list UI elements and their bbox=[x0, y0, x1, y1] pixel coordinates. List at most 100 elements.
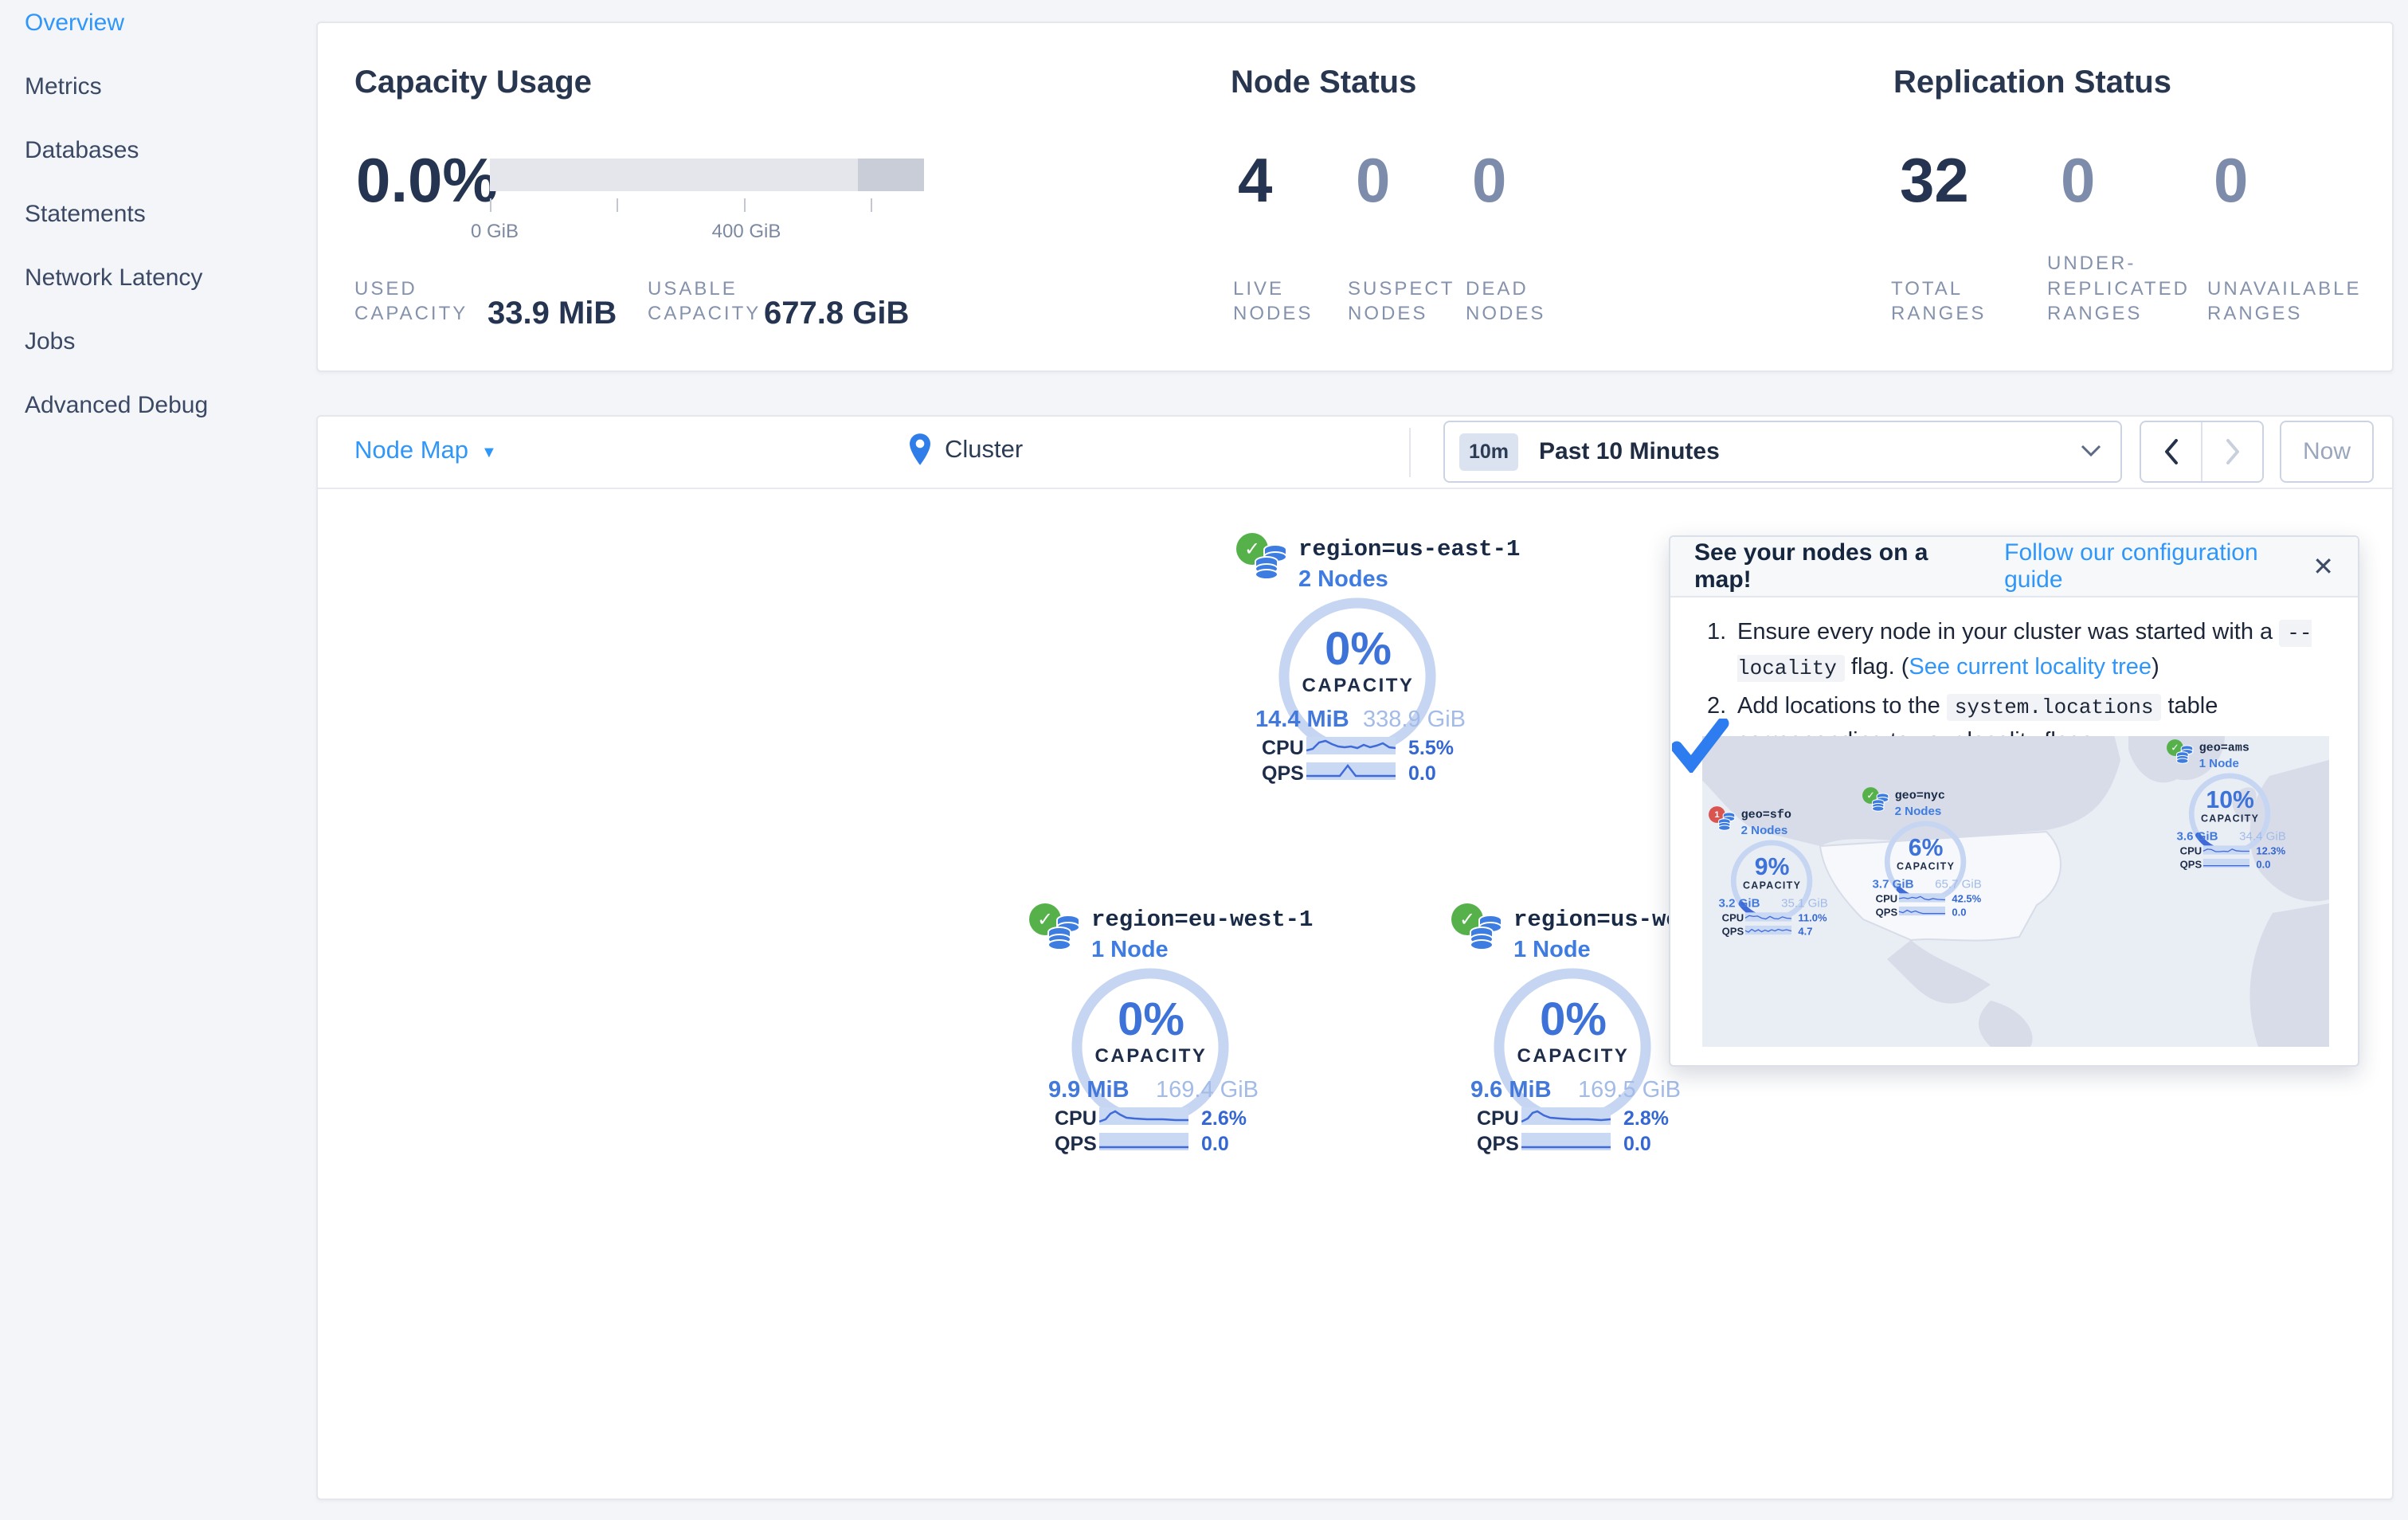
capacity-gauge-arc bbox=[1494, 968, 1651, 1118]
step-number: 1. bbox=[1707, 619, 1727, 644]
time-range-dropdown[interactable]: 10m Past 10 Minutes bbox=[1443, 421, 2122, 483]
locality-nodes-link[interactable]: 1 Node bbox=[1513, 937, 1591, 962]
alert-badge-icon: 1 bbox=[1709, 806, 1728, 825]
cpu-sparkline bbox=[1521, 1107, 1611, 1125]
healthy-check-icon: ✓ bbox=[1862, 787, 1881, 806]
capacity-gauge-label: CAPACITY bbox=[1302, 675, 1415, 696]
popup-body: 1. Ensure every node in your cluster was … bbox=[1670, 597, 2358, 758]
used-capacity: 9.9 MiB bbox=[1048, 1077, 1130, 1103]
qps-sparkline bbox=[1521, 1133, 1611, 1150]
cpu-sparkline bbox=[1099, 1107, 1188, 1125]
view-selector-label: Node Map bbox=[354, 436, 469, 464]
capacity-axis-tick bbox=[744, 198, 746, 212]
healthy-check-icon: ✓ bbox=[2167, 739, 2186, 758]
cpu-value: 11.0% bbox=[1798, 912, 1827, 924]
node-map-toolbar: Node Map ▼ Cluster 10m Past 10 Minutes bbox=[318, 417, 2392, 489]
unavailable-ranges-count: 0 bbox=[2214, 145, 2249, 215]
caret-down-icon: ▼ bbox=[481, 443, 497, 461]
now-button[interactable]: Now bbox=[2280, 421, 2374, 483]
sidebar-item-jobs[interactable]: Jobs bbox=[25, 328, 76, 355]
capacity-bar-reserved-segment bbox=[857, 159, 924, 191]
database-stack-icon bbox=[1717, 812, 1736, 831]
cpu-sparkline bbox=[2202, 845, 2250, 855]
under-replicated-count: 0 bbox=[2061, 145, 2096, 215]
map-pin-icon bbox=[910, 433, 930, 465]
qps-label: QPS bbox=[2179, 858, 2202, 871]
qps-sparkline bbox=[1744, 925, 1792, 935]
live-nodes-count: 4 bbox=[1238, 145, 1273, 215]
capacity-gauge-label: CAPACITY bbox=[1896, 860, 1956, 872]
cpu-label: CPU bbox=[1875, 893, 1898, 905]
close-icon[interactable]: ✕ bbox=[2312, 552, 2334, 581]
cpu-sparkline bbox=[1306, 737, 1396, 754]
locality-node-eu-west-1[interactable]: ✓ region=eu-west-1 1 Node 0% CAPACITY 9.… bbox=[1028, 900, 1313, 1163]
sidebar-item-databases[interactable]: Databases bbox=[25, 137, 139, 163]
capacity-axis-tick bbox=[871, 198, 872, 212]
locality-node-geo-ams[interactable]: ✓ geo=ams 1 Node 10% CAPACITY 3.6 GiB bbox=[2166, 738, 2294, 875]
cpu-value: 12.3% bbox=[2256, 845, 2286, 857]
locality-nodes-link[interactable]: 1 Node bbox=[1091, 937, 1169, 962]
capacity-gauge-label: CAPACITY bbox=[1742, 879, 1802, 891]
sidebar-item-overview[interactable]: Overview bbox=[25, 10, 125, 36]
database-stack-icon bbox=[1047, 915, 1080, 950]
capacity-axis-label-400: 400 GiB bbox=[711, 221, 781, 242]
sidebar-item-network-latency[interactable]: Network Latency bbox=[25, 264, 203, 291]
locality-title: geo=ams bbox=[2199, 741, 2249, 755]
capacity-gauge-label: CAPACITY bbox=[1094, 1045, 1208, 1067]
step-text: ) bbox=[2152, 653, 2159, 680]
qps-label: QPS bbox=[1721, 925, 1744, 938]
view-selector-dropdown[interactable]: Node Map ▼ bbox=[354, 436, 497, 464]
toolbar-divider bbox=[1409, 428, 1411, 477]
qps-label: QPS bbox=[1477, 1133, 1519, 1155]
qps-value: 0.0 bbox=[1408, 762, 1436, 785]
sidebar-item-statements[interactable]: Statements bbox=[25, 201, 146, 227]
locality-node-us-west-1[interactable]: ✓ region=us-west-1 1 Node 0% CAPACITY 9.… bbox=[1450, 900, 1735, 1163]
dead-nodes-label: DEAD NODES bbox=[1466, 277, 1546, 324]
sidebar-item-advanced-debug[interactable]: Advanced Debug bbox=[25, 392, 209, 418]
database-stack-icon bbox=[1255, 544, 1287, 580]
time-back-button[interactable] bbox=[2141, 422, 2201, 481]
qps-sparkline bbox=[2202, 858, 2250, 868]
suspect-nodes-count: 0 bbox=[1356, 145, 1391, 215]
qps-value: 0.0 bbox=[2256, 858, 2271, 871]
usable-capacity-value: 677.8 GiB bbox=[764, 296, 910, 331]
qps-sparkline bbox=[1099, 1133, 1188, 1150]
step-number: 2. bbox=[1707, 693, 1727, 719]
locality-node-geo-sfo[interactable]: 1 geo=sfo 2 Nodes 9% CAPACITY 3.2 GiB bbox=[1708, 805, 1836, 942]
capacity-axis-tick bbox=[490, 198, 491, 212]
time-forward-button[interactable] bbox=[2201, 422, 2262, 481]
dead-nodes-count: 0 bbox=[1472, 145, 1507, 215]
qps-label: QPS bbox=[1262, 762, 1304, 785]
locality-nodes-link[interactable]: 2 Nodes bbox=[1298, 566, 1388, 592]
healthy-check-icon: ✓ bbox=[1236, 533, 1273, 570]
locality-nodes-link[interactable]: 2 Nodes bbox=[1894, 804, 1942, 818]
replication-status-title: Replication Status bbox=[1893, 65, 2171, 100]
configuration-guide-link[interactable]: Follow our configuration guide bbox=[2004, 539, 2258, 593]
total-ranges-label: TOTAL RANGES bbox=[1891, 277, 1987, 324]
node-map-setup-popup: See your nodes on a map! Follow our conf… bbox=[1669, 535, 2359, 1067]
locality-tree-link[interactable]: See current locality tree bbox=[1909, 653, 2152, 680]
locality-nodes-link[interactable]: 2 Nodes bbox=[1740, 823, 1788, 837]
total-capacity: 338.9 GiB bbox=[1363, 707, 1466, 732]
sidebar-item-metrics[interactable]: Metrics bbox=[25, 73, 102, 100]
total-capacity: 169.5 GiB bbox=[1578, 1077, 1681, 1103]
capacity-gauge-label: CAPACITY bbox=[1517, 1045, 1630, 1067]
time-range-badge: 10m bbox=[1459, 433, 1519, 471]
total-ranges-count: 32 bbox=[1900, 145, 1969, 215]
capacity-gauge-percent: 0% bbox=[1118, 993, 1184, 1045]
qps-label: QPS bbox=[1875, 906, 1898, 919]
used-capacity: 14.4 MiB bbox=[1255, 707, 1349, 732]
used-capacity-value: 33.9 MiB bbox=[487, 296, 617, 331]
locality-nodes-link[interactable]: 1 Node bbox=[2199, 756, 2239, 770]
cluster-summary-card: Capacity Usage 0.0% 0 GiB 400 GiB USED C… bbox=[316, 22, 2394, 372]
locality-title: geo=sfo bbox=[1740, 808, 1791, 822]
locality-node-geo-nyc[interactable]: ✓ geo=nyc 2 Nodes 6% CAPACITY 3.7 GiB bbox=[1862, 785, 1990, 923]
cpu-label: CPU bbox=[1262, 737, 1304, 759]
cpu-value: 5.5% bbox=[1408, 737, 1454, 759]
breadcrumb-label: Cluster bbox=[945, 435, 1024, 463]
locality-node-us-east-1[interactable]: ✓ region=us-east-1 2 Nodes 0% CAPACITY 1… bbox=[1235, 530, 1520, 793]
healthy-check-icon: ✓ bbox=[1029, 903, 1066, 940]
step-text: Add locations to the bbox=[1737, 693, 1947, 719]
breadcrumb: Cluster bbox=[908, 433, 1023, 466]
chevron-down-icon bbox=[2081, 445, 2101, 457]
